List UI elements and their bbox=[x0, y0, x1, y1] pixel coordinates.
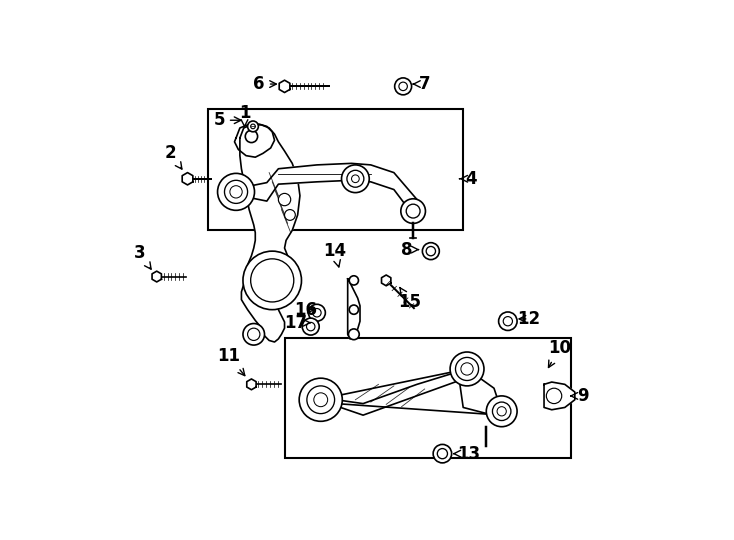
Circle shape bbox=[307, 386, 335, 414]
Text: 10: 10 bbox=[548, 339, 571, 368]
Circle shape bbox=[504, 316, 512, 326]
Circle shape bbox=[497, 407, 506, 416]
Circle shape bbox=[546, 388, 562, 403]
Polygon shape bbox=[234, 124, 275, 157]
Text: 13: 13 bbox=[454, 444, 480, 463]
Circle shape bbox=[349, 276, 358, 285]
Circle shape bbox=[230, 186, 242, 198]
Text: 14: 14 bbox=[323, 242, 346, 267]
Circle shape bbox=[352, 175, 359, 183]
Circle shape bbox=[422, 242, 440, 260]
Circle shape bbox=[308, 304, 325, 321]
Text: 3: 3 bbox=[134, 245, 151, 269]
Circle shape bbox=[399, 82, 407, 91]
Circle shape bbox=[314, 393, 327, 407]
Circle shape bbox=[426, 246, 435, 256]
Circle shape bbox=[456, 357, 479, 381]
Text: 4: 4 bbox=[459, 170, 476, 188]
Circle shape bbox=[493, 402, 511, 421]
Polygon shape bbox=[544, 382, 575, 410]
Text: 7: 7 bbox=[413, 75, 431, 93]
Circle shape bbox=[341, 165, 369, 193]
Circle shape bbox=[347, 170, 364, 187]
Circle shape bbox=[406, 204, 420, 218]
Text: 12: 12 bbox=[517, 310, 540, 328]
Circle shape bbox=[299, 378, 342, 421]
Circle shape bbox=[498, 312, 517, 330]
Circle shape bbox=[437, 449, 448, 459]
Circle shape bbox=[349, 329, 359, 340]
Polygon shape bbox=[152, 271, 161, 282]
Circle shape bbox=[395, 78, 412, 95]
Circle shape bbox=[245, 130, 258, 143]
Circle shape bbox=[217, 173, 255, 211]
Circle shape bbox=[433, 444, 451, 463]
Text: 2: 2 bbox=[164, 144, 182, 169]
Text: 5: 5 bbox=[214, 111, 241, 129]
Text: 8: 8 bbox=[401, 241, 418, 259]
Circle shape bbox=[450, 352, 484, 386]
Circle shape bbox=[302, 318, 319, 335]
Circle shape bbox=[243, 323, 264, 345]
Circle shape bbox=[247, 328, 260, 340]
Bar bbox=[285, 338, 571, 457]
Circle shape bbox=[251, 124, 255, 129]
Circle shape bbox=[487, 396, 517, 427]
Circle shape bbox=[313, 308, 321, 317]
Polygon shape bbox=[182, 173, 193, 185]
Text: 1: 1 bbox=[239, 104, 250, 127]
Circle shape bbox=[243, 251, 302, 309]
Polygon shape bbox=[240, 125, 300, 342]
Polygon shape bbox=[382, 275, 390, 286]
Text: 6: 6 bbox=[253, 75, 277, 93]
Polygon shape bbox=[279, 80, 290, 92]
Circle shape bbox=[349, 305, 358, 314]
Circle shape bbox=[225, 180, 247, 204]
Circle shape bbox=[461, 363, 473, 375]
Circle shape bbox=[251, 259, 294, 302]
Text: 15: 15 bbox=[398, 287, 421, 311]
Polygon shape bbox=[247, 379, 256, 390]
Text: 16: 16 bbox=[294, 301, 317, 319]
Circle shape bbox=[285, 210, 295, 220]
Circle shape bbox=[278, 193, 291, 206]
Bar bbox=[208, 110, 463, 231]
Polygon shape bbox=[252, 164, 417, 215]
Text: 11: 11 bbox=[217, 347, 245, 376]
Circle shape bbox=[401, 199, 426, 224]
Text: 9: 9 bbox=[571, 387, 589, 405]
Polygon shape bbox=[336, 369, 501, 417]
Polygon shape bbox=[348, 279, 360, 339]
Circle shape bbox=[247, 121, 258, 132]
Text: 17: 17 bbox=[284, 314, 310, 332]
Circle shape bbox=[307, 322, 315, 331]
